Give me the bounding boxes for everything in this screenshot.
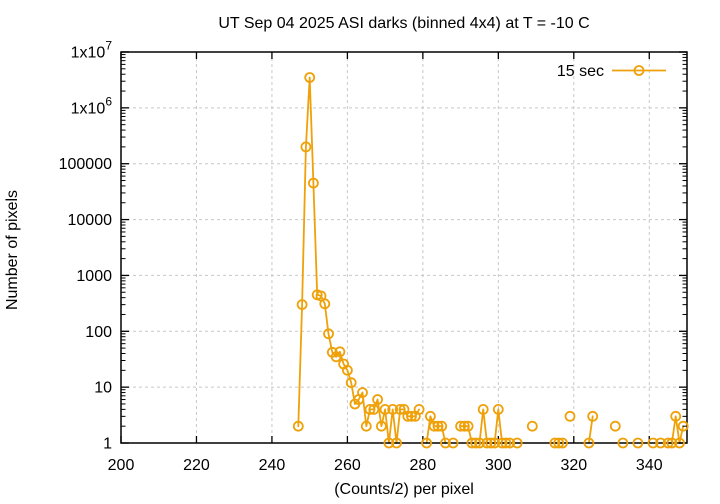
data-point-marker xyxy=(345,377,357,389)
data-point-marker xyxy=(677,420,689,432)
data-point-marker xyxy=(292,420,304,432)
axis-ticks xyxy=(120,51,687,444)
data-point-marker xyxy=(413,403,425,415)
data-point-marker xyxy=(496,437,508,449)
data-point-marker xyxy=(406,410,417,422)
y-tick-label: 1x107 xyxy=(71,39,113,62)
data-point-marker xyxy=(341,364,353,376)
data-point-marker xyxy=(526,420,538,432)
data-point-marker xyxy=(323,328,334,340)
data-point-marker xyxy=(319,298,331,310)
data-point-marker xyxy=(447,437,459,449)
data-point-marker xyxy=(674,437,685,449)
x-tick-label: 240 xyxy=(259,457,286,474)
data-point-marker xyxy=(564,410,576,422)
data-point-marker xyxy=(383,437,395,449)
data-point-marker xyxy=(617,437,629,449)
data-point-marker xyxy=(477,403,489,415)
data-point-marker xyxy=(421,437,433,449)
data-point-marker xyxy=(307,177,319,189)
y-tick-label: 10000 xyxy=(68,212,113,229)
legend-marker-icon xyxy=(633,65,645,76)
data-point-marker xyxy=(360,420,372,432)
data-point-marker xyxy=(557,437,568,449)
y-tick-label: 10 xyxy=(94,380,112,397)
data-point-marker xyxy=(492,403,504,415)
data-point-marker xyxy=(357,387,368,399)
data-point-marker xyxy=(436,420,448,432)
exponent: 6 xyxy=(105,94,112,108)
data-point-marker xyxy=(549,437,561,449)
data-point-marker xyxy=(304,72,316,83)
data-point-marker xyxy=(666,437,678,449)
exponent: 7 xyxy=(105,39,112,53)
data-point-marker xyxy=(662,437,674,449)
y-tick-label: 100000 xyxy=(59,156,112,173)
x-tick-label: 200 xyxy=(108,457,135,474)
y-tick-label: 1x106 xyxy=(71,94,113,117)
data-point-marker xyxy=(372,394,384,405)
data-point-marker xyxy=(375,420,387,432)
x-tick-label: 260 xyxy=(334,457,361,474)
data-point-markers xyxy=(292,72,689,449)
x-tick-label: 280 xyxy=(410,457,437,474)
y-tick-label: 1 xyxy=(103,436,112,453)
data-point-marker xyxy=(474,437,485,449)
data-point-marker xyxy=(402,410,414,422)
data-point-marker xyxy=(632,437,644,449)
axis-tick-labels: 200 220 240 260 280 300 320 340 1 10 100 1000 10000 1… xyxy=(59,39,663,475)
data-point-marker xyxy=(455,420,467,432)
y-tick-label: 100 xyxy=(85,324,112,341)
data-point-marker xyxy=(364,403,376,415)
y-axis-label: Number of pixels xyxy=(4,190,21,310)
data-point-marker xyxy=(647,437,659,449)
data-point-marker xyxy=(462,420,474,432)
data-point-marker xyxy=(655,437,666,449)
data-point-marker xyxy=(424,410,436,422)
data-point-marker xyxy=(553,437,565,449)
legend-line-sample xyxy=(612,65,666,76)
y-tick-label: 1000 xyxy=(76,268,112,285)
data-point-marker xyxy=(466,437,478,449)
data-point-marker xyxy=(670,410,682,422)
data-point-marker xyxy=(440,437,451,449)
data-point-marker xyxy=(368,403,380,415)
data-point-marker xyxy=(300,141,312,153)
data-point-marker xyxy=(334,346,346,358)
chart-title: UT Sep 04 2025 ASI darks (binned 4x4) at… xyxy=(218,15,589,32)
data-point-marker xyxy=(609,420,621,432)
legend-label: 15 sec xyxy=(557,63,604,80)
data-point-marker xyxy=(485,437,497,449)
plot-border xyxy=(120,51,688,444)
data-point-marker xyxy=(470,437,482,449)
data-point-marker xyxy=(481,437,493,449)
data-point-marker xyxy=(296,299,308,311)
data-point-marker xyxy=(458,420,470,432)
data-point-marker xyxy=(504,437,516,449)
series-line-15sec xyxy=(297,76,685,444)
data-point-marker xyxy=(583,437,595,449)
x-tick-label: 220 xyxy=(183,457,210,474)
x-tick-label: 320 xyxy=(560,457,587,474)
data-point-marker xyxy=(391,437,402,449)
data-point-marker xyxy=(379,403,391,415)
x-tick-label: 300 xyxy=(485,457,512,474)
grid-lines xyxy=(121,52,687,443)
legend: 15 sec xyxy=(557,63,666,80)
data-point-marker xyxy=(489,437,501,449)
data-point-marker xyxy=(587,410,599,422)
data-point-marker xyxy=(387,403,399,415)
data-line-series xyxy=(297,76,685,444)
data-point-marker xyxy=(500,437,512,449)
x-tick-label: 340 xyxy=(636,457,663,474)
data-point-marker xyxy=(428,420,440,432)
x-axis-label: (Counts/2) per pixel xyxy=(334,481,474,498)
data-point-marker xyxy=(394,403,406,415)
data-point-marker xyxy=(432,420,444,432)
data-point-marker xyxy=(511,437,523,449)
